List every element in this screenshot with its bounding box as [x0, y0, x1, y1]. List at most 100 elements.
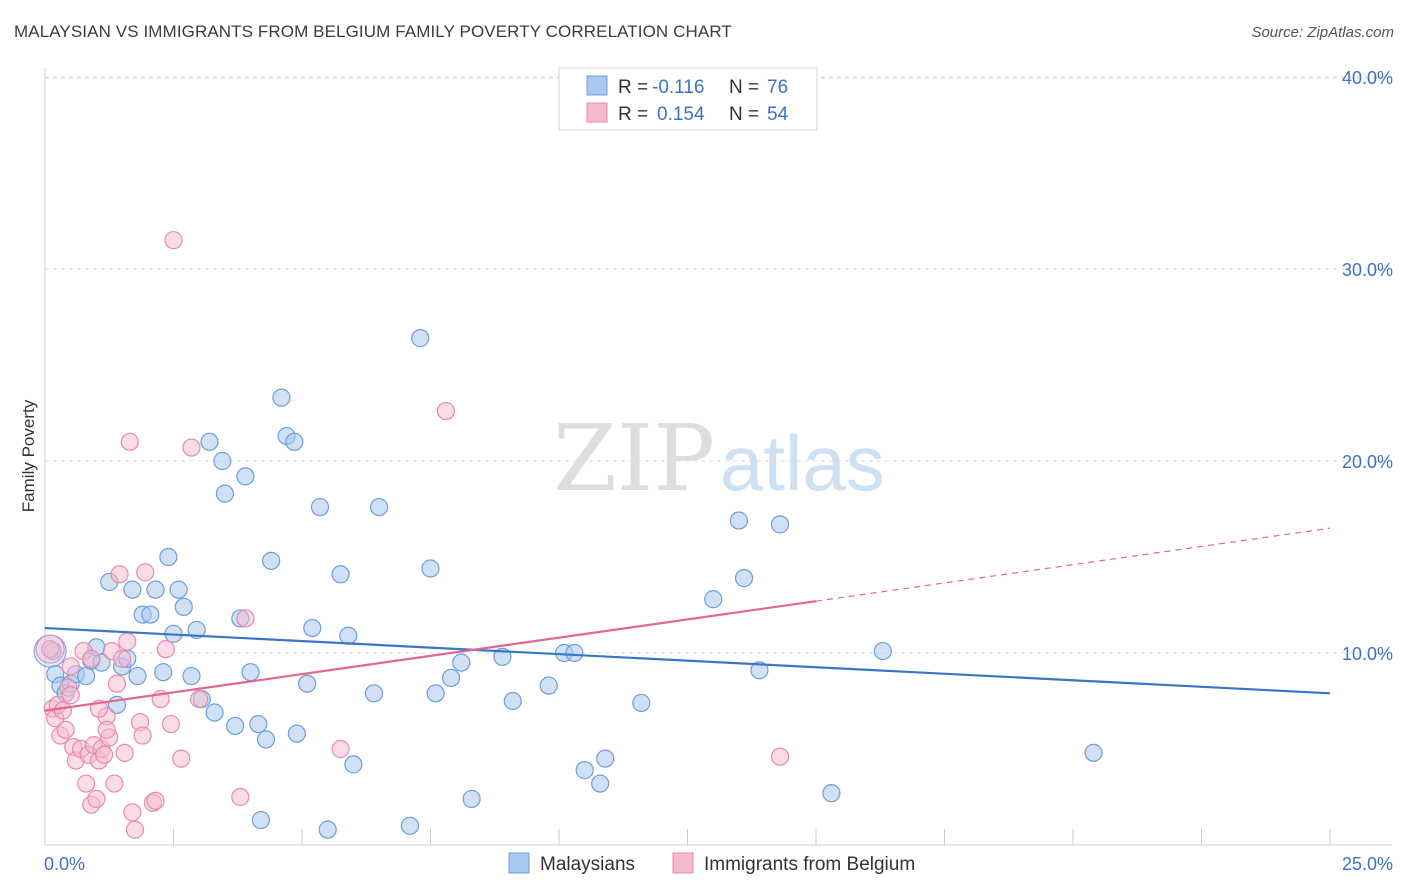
point-belgium-17 — [87, 789, 106, 809]
point-malaysians-48 — [344, 755, 363, 774]
point-malaysians-27 — [200, 432, 219, 451]
point-malaysians-29 — [213, 451, 232, 471]
gridlines — [45, 76, 1392, 654]
point-belgium-45 — [231, 787, 250, 807]
point-malaysians-51 — [400, 816, 420, 835]
point-malaysians-75 — [251, 810, 270, 830]
legend-r-value-pink: 0.154 — [657, 104, 705, 125]
point-belgium-36 — [146, 791, 165, 810]
point-malaysians-57 — [462, 789, 481, 809]
point-malaysians-38 — [272, 388, 291, 407]
point-malaysians-63 — [575, 761, 594, 780]
point-malaysians-64 — [591, 774, 610, 793]
point-belgium-29 — [120, 432, 139, 451]
point-malaysians-67 — [704, 590, 723, 609]
point-malaysians-6 — [77, 666, 96, 686]
point-malaysians-14 — [123, 580, 142, 599]
legend-r-label-blue: R = — [618, 77, 648, 98]
point-malaysians-22 — [169, 580, 188, 599]
point-malaysians-17 — [141, 605, 160, 624]
point-malaysians-24 — [182, 666, 201, 686]
bottom-legend: Malaysians Immigrants from Belgium — [508, 852, 915, 875]
point-malaysians-23 — [174, 597, 193, 617]
point-malaysians-69 — [734, 569, 754, 588]
bottom-legend-belgium: Immigrants from Belgium — [704, 854, 915, 875]
point-belgium-30 — [123, 803, 142, 822]
bottom-legend-swatch-pink — [672, 852, 694, 874]
point-belgium-cluster — [35, 634, 65, 664]
point-belgium-53 — [97, 720, 116, 739]
y-tick-label-40: 40.0% — [1342, 68, 1393, 88]
point-belgium-50 — [61, 657, 80, 676]
point-belgium-47 — [436, 401, 456, 421]
point-malaysians-72 — [822, 784, 841, 803]
point-malaysians-50 — [370, 497, 389, 517]
point-belgium-20 — [95, 745, 114, 764]
point-malaysians-37 — [262, 551, 281, 570]
top-legend: R = -0.116 N = 76 R = 0.154 N = 54 — [558, 67, 818, 131]
series-belgium — [35, 231, 790, 839]
legend-r-label-pink: R = — [618, 104, 648, 125]
y-tick-label-10: 10.0% — [1342, 644, 1393, 664]
series-malaysians — [33, 329, 1103, 839]
legend-swatch-pink — [586, 102, 608, 123]
point-belgium-38 — [156, 640, 175, 659]
point-belgium-8 — [61, 686, 80, 705]
legend-n-label-pink: N = — [729, 104, 759, 125]
y-axis-title: Family Poverty — [19, 399, 38, 512]
point-malaysians-66 — [632, 693, 651, 713]
bottom-legend-malaysians: Malaysians — [540, 854, 635, 875]
point-malaysians-28 — [205, 703, 224, 722]
legend-swatch-blue — [586, 75, 608, 96]
point-malaysians-62 — [565, 643, 584, 663]
trend-line-belgium-extension — [815, 527, 1331, 602]
point-malaysians-59 — [503, 691, 522, 711]
y-tick-label-20: 20.0% — [1342, 452, 1393, 472]
point-belgium-6 — [56, 720, 75, 739]
point-belgium-43 — [190, 689, 209, 709]
point-malaysians-74 — [1084, 743, 1103, 762]
point-malaysians-52 — [411, 329, 430, 348]
point-belgium-25 — [107, 674, 127, 693]
point-malaysians-47 — [339, 626, 358, 645]
point-belgium-26 — [110, 565, 129, 584]
trend-lines — [44, 527, 1331, 712]
point-malaysians-56 — [452, 653, 471, 672]
point-malaysians-31 — [226, 716, 245, 736]
point-belgium-27 — [115, 743, 134, 762]
point-malaysians-33 — [236, 467, 255, 486]
point-belgium-40 — [164, 231, 183, 250]
source-label: Source: ZipAtlas.com — [1251, 24, 1394, 41]
point-belgium-13 — [77, 774, 96, 793]
point-belgium-41 — [172, 749, 191, 768]
point-malaysians-18 — [146, 580, 165, 599]
point-malaysians-42 — [298, 674, 317, 693]
y-tick-label-30: 30.0% — [1342, 260, 1393, 280]
point-malaysians-34 — [241, 663, 260, 682]
point-belgium-48 — [770, 747, 790, 766]
tick-labels: 10.0% 20.0% 30.0% 40.0% 0.0% 25.0% — [44, 68, 1393, 874]
point-malaysians-53 — [421, 559, 440, 578]
point-belgium-52 — [112, 649, 132, 668]
point-belgium-31 — [125, 820, 145, 839]
point-malaysians-55 — [441, 668, 461, 688]
point-malaysians-49 — [364, 684, 384, 703]
legend-n-value-pink: 54 — [767, 104, 789, 125]
point-malaysians-19 — [154, 663, 173, 682]
point-malaysians-70 — [750, 661, 769, 680]
point-belgium-39 — [161, 714, 181, 734]
point-belgium-33 — [133, 726, 152, 745]
point-belgium-44 — [236, 609, 255, 628]
watermark-atlas: atlas — [720, 419, 885, 507]
point-belgium-42 — [182, 438, 201, 457]
legend-n-value-blue: 76 — [767, 77, 788, 98]
point-malaysians-30 — [215, 484, 234, 503]
point-malaysians-60 — [539, 676, 558, 695]
point-belgium-46 — [331, 739, 350, 759]
axes — [44, 68, 1392, 846]
point-malaysians-44 — [310, 497, 330, 517]
trend-line-belgium — [44, 600, 817, 712]
point-malaysians-54 — [426, 684, 445, 703]
trend-line-malaysians — [44, 626, 1331, 695]
